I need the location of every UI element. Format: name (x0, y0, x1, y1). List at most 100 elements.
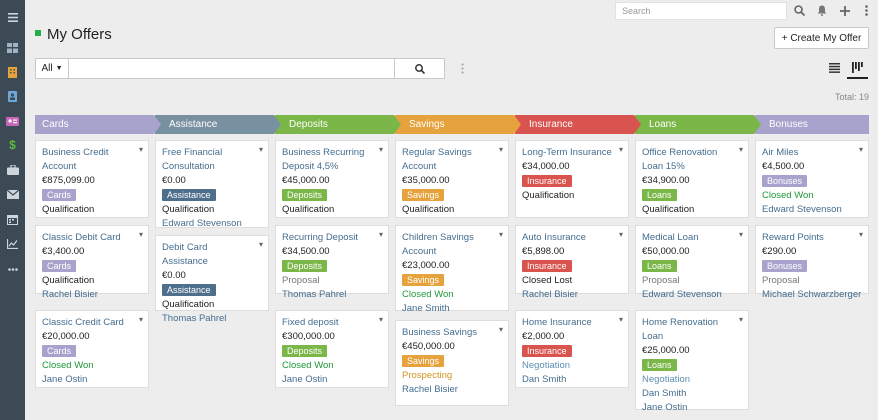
offer-stage: Proposal (282, 275, 320, 286)
offer-card[interactable]: ▾ Air Miles €4,500.00 Bonuses Closed Won Edwa… (755, 140, 869, 218)
offer-card[interactable]: ▾ Business Credit Account €875,099.00 Cards… (35, 140, 149, 218)
card-menu-icon[interactable]: ▾ (138, 145, 143, 154)
offer-title[interactable]: Home Renovation Loan (642, 317, 719, 342)
offer-title[interactable]: Medical Loan (642, 232, 699, 243)
offer-assignee[interactable]: Edward Stevenson (642, 289, 722, 300)
card-menu-icon[interactable]: ▾ (138, 230, 143, 239)
offer-card[interactable]: ▾ Children Savings Account €23,000.00 Savin… (395, 225, 509, 314)
card-menu-icon[interactable]: ▾ (258, 145, 263, 154)
offer-card[interactable]: ▾ Business Recurring Deposit 4,5% €45,000.… (275, 140, 389, 218)
more-icon[interactable] (0, 260, 25, 278)
offer-card[interactable]: ▾ Medical Loan €50,000.00 Loans Proposal Edwa… (635, 225, 749, 300)
offer-assignee[interactable]: Dan Smith (642, 388, 687, 399)
offer-title[interactable]: Free Financial Consultation (162, 147, 223, 172)
offer-title[interactable]: Office Renovation Loan 15% (642, 147, 718, 172)
dashboard-icon[interactable] (0, 39, 25, 57)
offer-assignee[interactable]: Jane Ostin (282, 374, 328, 385)
list-view-icon[interactable] (824, 58, 844, 78)
offer-title[interactable]: Classic Credit Card (42, 317, 124, 328)
offer-title[interactable]: Fixed deposit (282, 317, 339, 328)
vertical-dots-icon[interactable] (861, 3, 871, 18)
filter-search-button[interactable] (395, 58, 445, 79)
offer-title[interactable]: Business Recurring Deposit 4,5% (282, 147, 365, 172)
offer-title[interactable]: Recurring Deposit (282, 232, 359, 243)
offer-title[interactable]: Children Savings Account (402, 232, 474, 257)
offer-card[interactable]: ▾ Classic Debit Card €3,400.00 Cards Qualifi… (35, 225, 149, 300)
card-menu-icon[interactable]: ▾ (738, 315, 743, 324)
kanban-view-icon[interactable] (847, 57, 868, 79)
filter-scope-dropdown[interactable]: All ▼ (35, 58, 69, 79)
dollar-icon[interactable]: $ (9, 138, 16, 152)
offer-title[interactable]: Regular Savings Account (402, 147, 472, 172)
menu-icon[interactable] (0, 8, 25, 26)
offer-assignee[interactable]: Jane Ostin (42, 374, 88, 385)
offer-card[interactable]: ▾ Classic Credit Card €20,000.00 Cards Close… (35, 310, 149, 388)
chart-icon[interactable] (0, 235, 25, 253)
card-menu-icon[interactable]: ▾ (378, 315, 383, 324)
offer-amount: €4,500.00 (762, 161, 805, 172)
offer-title[interactable]: Reward Points (762, 232, 824, 243)
offer-card[interactable]: ▾ Debit Card Assistance €0.00 Assistance Qua… (155, 235, 269, 324)
offer-assignee[interactable]: Dan Smith (522, 374, 567, 385)
contact-icon[interactable] (0, 87, 25, 105)
card-menu-icon[interactable]: ▾ (738, 230, 743, 239)
create-offer-button[interactable]: + Create My Offer (774, 27, 869, 49)
plus-icon[interactable] (838, 3, 852, 18)
id-card-icon[interactable] (0, 112, 25, 130)
offer-card[interactable]: ▾ Home Insurance €2,000.00 Insurance Negotia… (515, 310, 629, 388)
offer-amount: €45,000.00 (282, 175, 330, 186)
search-icon[interactable] (792, 3, 806, 18)
offer-stage: Qualification (42, 204, 95, 215)
offer-card[interactable]: ▾ Business Savings €450,000.00 Savings Prosp… (395, 320, 509, 406)
offer-assignee[interactable]: Thomas Pahrel (162, 313, 227, 324)
card-menu-icon[interactable]: ▾ (858, 145, 863, 154)
card-menu-icon[interactable]: ▾ (618, 145, 623, 154)
offer-title[interactable]: Home Insurance (522, 317, 592, 328)
offer-card[interactable]: ▾ Auto Insurance €5,898.00 Insurance Closed … (515, 225, 629, 300)
card-menu-icon[interactable]: ▾ (498, 145, 503, 154)
card-menu-icon[interactable]: ▾ (138, 315, 143, 324)
offer-title[interactable]: Debit Card Assistance (162, 242, 208, 267)
offer-assignee[interactable]: Jane Ostin (642, 402, 688, 413)
offer-title[interactable]: Long-Term Insurance (522, 147, 612, 158)
offer-title[interactable]: Air Miles (762, 147, 799, 158)
card-menu-icon[interactable]: ▾ (498, 325, 503, 334)
offer-assignee[interactable]: Michael Schwarzberger (762, 289, 862, 300)
card-menu-icon[interactable]: ▾ (738, 145, 743, 154)
filter-options-icon[interactable] (458, 61, 466, 75)
card-menu-icon[interactable]: ▾ (378, 230, 383, 239)
offer-card[interactable]: ▾ Regular Savings Account €35,000.00 Saving… (395, 140, 509, 218)
offer-title[interactable]: Business Savings (402, 327, 477, 338)
offer-card[interactable]: ▾ Recurring Deposit €34,500.00 Deposits Prop… (275, 225, 389, 300)
offer-assignee[interactable]: Jane Smith (402, 303, 450, 314)
filter-search-input[interactable] (69, 58, 395, 79)
mail-icon[interactable] (0, 185, 25, 203)
offer-title[interactable]: Classic Debit Card (42, 232, 121, 243)
card-menu-icon[interactable]: ▾ (618, 315, 623, 324)
offer-card[interactable]: ▾ Long-Term Insurance €34,000.00 Insurance Q… (515, 140, 629, 218)
bell-icon[interactable] (815, 3, 829, 18)
offer-title[interactable]: Auto Insurance (522, 232, 586, 243)
briefcase-icon[interactable] (0, 161, 25, 179)
offer-card[interactable]: ▾ Reward Points €290.00 Bonuses Proposal Mich… (755, 225, 869, 300)
offer-assignee[interactable]: Rachel Bisier (522, 289, 578, 300)
offer-card[interactable]: ▾ Office Renovation Loan 15% €34,900.00 Loa… (635, 140, 749, 218)
card-menu-icon[interactable]: ▾ (258, 240, 263, 249)
offer-assignee[interactable]: Thomas Pahrel (282, 289, 347, 300)
card-menu-icon[interactable]: ▾ (378, 145, 383, 154)
offer-assignee[interactable]: Rachel Bisier (42, 289, 98, 300)
offer-stage: Qualification (642, 204, 695, 215)
offer-assignee[interactable]: Edward Stevenson (762, 204, 842, 215)
building-icon[interactable] (0, 63, 25, 81)
card-menu-icon[interactable]: ▾ (498, 230, 503, 239)
offer-card[interactable]: ▾ Fixed deposit €300,000.00 Deposits Closed … (275, 310, 389, 388)
card-menu-icon[interactable]: ▾ (858, 230, 863, 239)
card-menu-icon[interactable]: ▾ (618, 230, 623, 239)
offer-card[interactable]: ▾ Free Financial Consultation €0.00 Assista… (155, 140, 269, 229)
offer-title[interactable]: Business Credit Account (42, 147, 109, 172)
global-search-input[interactable]: Search (615, 2, 787, 20)
calendar-icon[interactable] (0, 210, 25, 228)
offer-assignee[interactable]: Rachel Bisier (402, 384, 458, 395)
offer-card[interactable]: ▾ Home Renovation Loan €25,000.00 Loans Nego… (635, 310, 749, 413)
offer-assignee[interactable]: Edward Stevenson (162, 218, 242, 229)
